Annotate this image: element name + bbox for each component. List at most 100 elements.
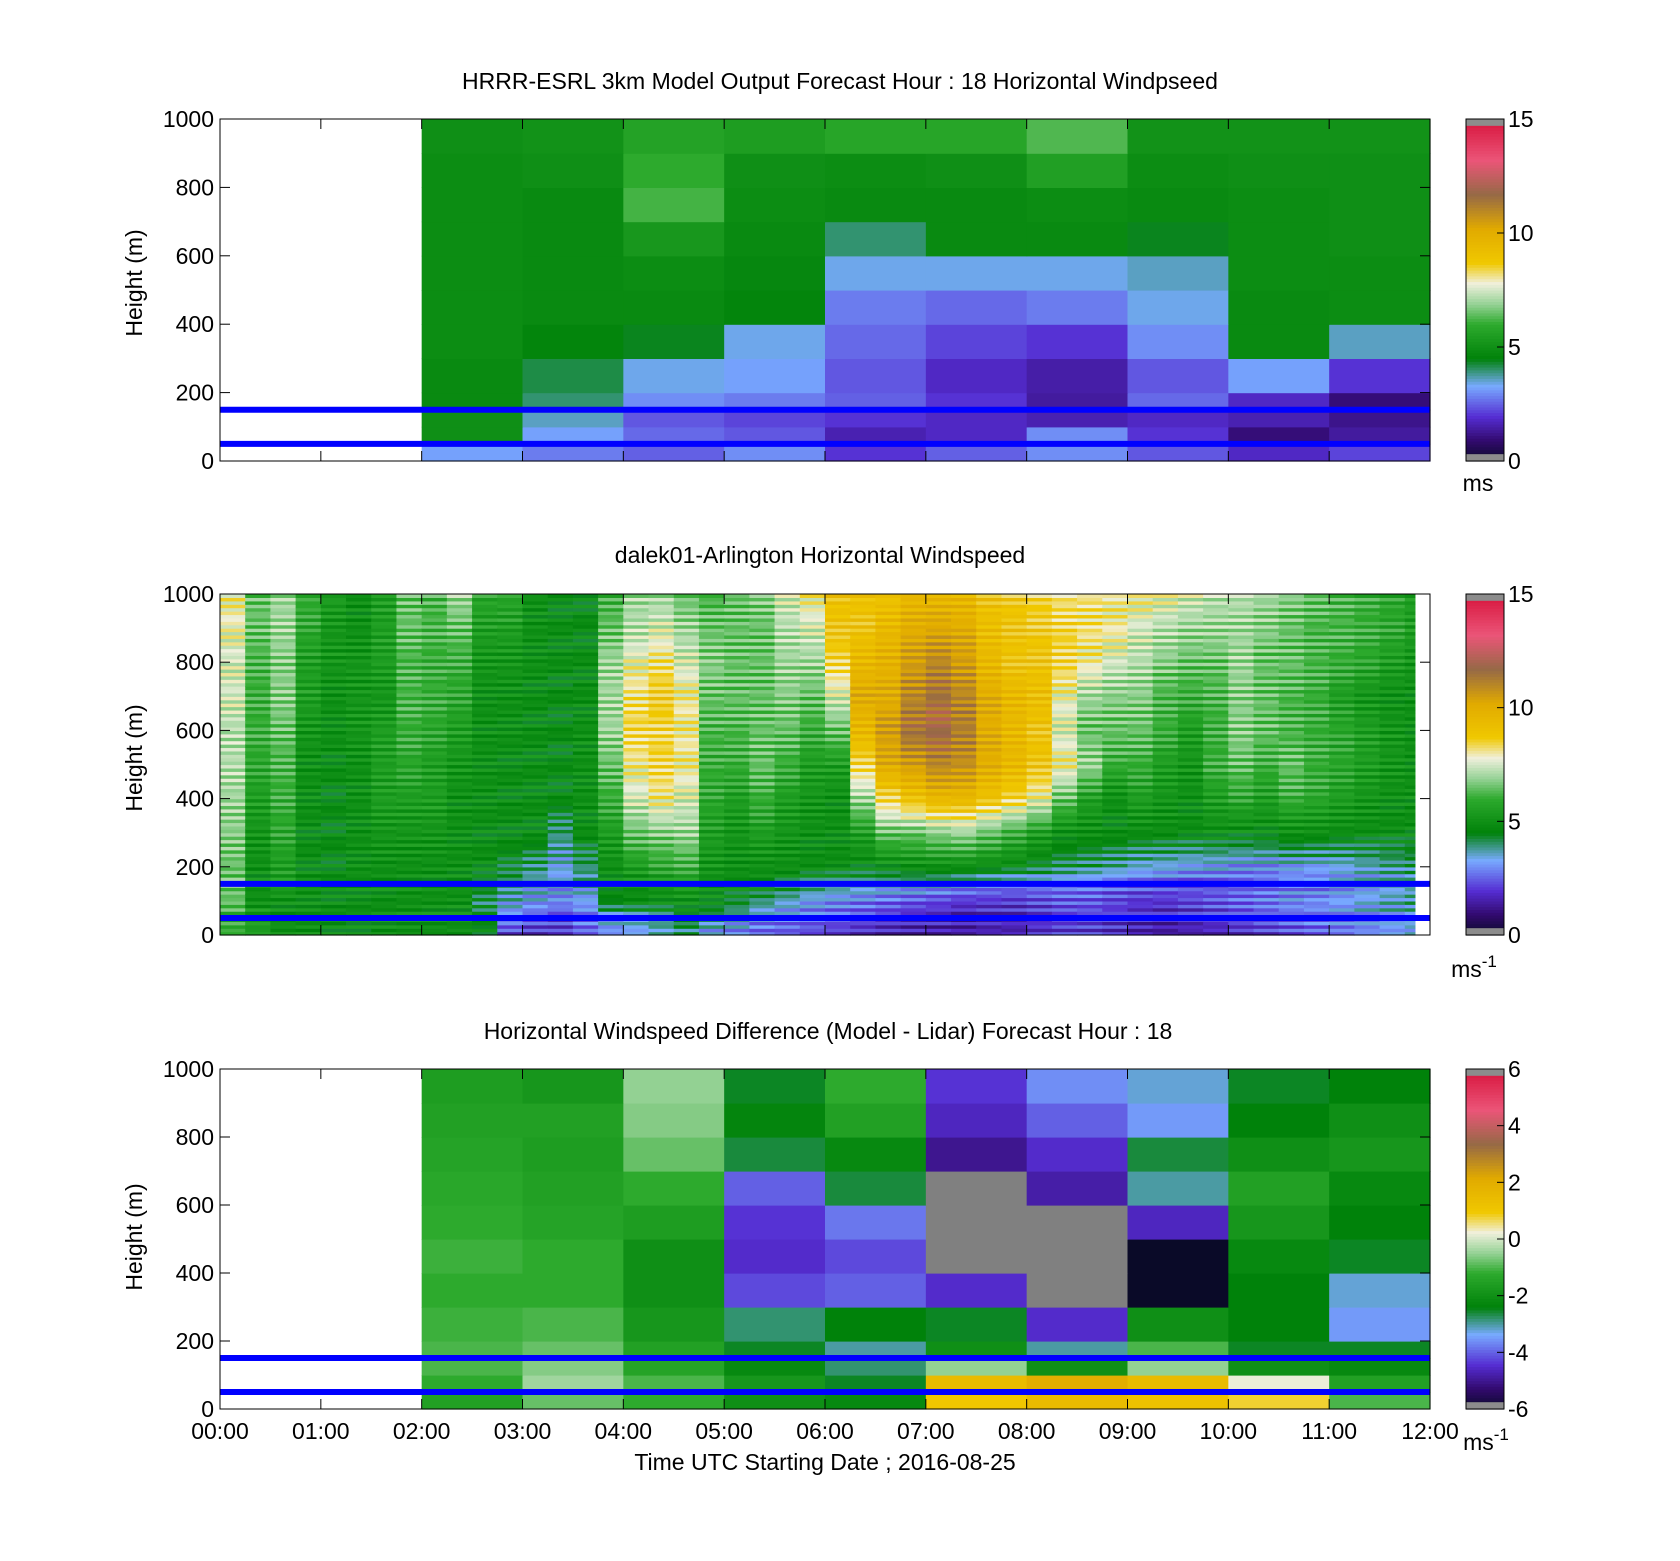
heatmap-cell [1228,324,1330,359]
heatmap-cell [698,846,725,851]
heatmap-cell [396,897,423,902]
heatmap-cell [346,726,372,731]
heatmap-cell [1177,726,1204,731]
heatmap-cell [976,849,1003,854]
heatmap-cell [648,788,675,793]
heatmap-cell [295,849,322,854]
heatmap-cell [875,675,902,680]
heatmap-cell [648,778,675,783]
heatmap-cell [346,747,372,752]
heatmap-cell [522,870,549,875]
heatmap-cell [472,808,498,813]
heatmap-cell [850,921,877,926]
heatmap-cell [295,658,322,663]
heatmap-cell [623,324,725,359]
heatmap-cell [875,703,902,708]
heatmap-cell [346,849,372,854]
heatmap-cell [371,829,398,834]
heatmap-cell [396,645,423,650]
heatmap-cell [396,655,423,660]
heatmap-cell [421,675,448,680]
heatmap-cell [270,921,297,926]
heatmap-cell [749,781,776,786]
heatmap-cell [270,866,297,871]
colorbar-swatch [1466,429,1504,434]
heatmap-cell [1329,628,1355,633]
heatmap-cell [1051,692,1078,697]
heatmap-cell [1051,825,1078,830]
heatmap-cell [698,931,725,936]
heatmap-cell [673,812,700,817]
heatmap-cell [925,686,952,691]
heatmap-cell [1329,621,1355,626]
heatmap-cell [1051,897,1078,902]
heatmap-cell [220,863,246,868]
heatmap-cell [673,767,700,772]
heatmap-cell [320,849,347,854]
heatmap-cell [1077,665,1103,670]
heatmap-cell [1228,733,1255,738]
heatmap-cell [623,617,650,622]
heatmap-cell [270,600,297,605]
heatmap-cell [1203,696,1229,701]
heatmap-cell [1228,358,1330,394]
heatmap-cell [295,921,322,926]
heatmap-cell [1329,836,1355,841]
heatmap-cell [421,706,448,711]
heatmap-cell [522,730,549,735]
heatmap-cell [623,788,650,793]
heatmap-cell [421,900,448,905]
heatmap-cell [421,744,448,749]
heatmap-cell [1228,805,1255,810]
heatmap-cell [371,617,398,622]
heatmap-cell [900,778,927,783]
heatmap-cell [1379,856,1406,861]
heatmap-cell [346,720,372,725]
heatmap-cell [673,890,700,895]
heatmap-cell [1152,672,1179,677]
heatmap-cell [446,699,473,704]
heatmap-cell [749,911,776,916]
heatmap-cell [1177,921,1204,926]
heatmap-cell [421,842,448,847]
heatmap-cell [1127,600,1154,605]
heatmap-cell [850,744,877,749]
heatmap-cell [900,805,927,810]
heatmap-cell [673,802,700,807]
heatmap-cell [1228,873,1255,878]
heatmap-cell [825,744,851,749]
heatmap-cell [623,805,650,810]
heatmap-cell [295,924,322,929]
heatmap-cell [648,594,675,599]
heatmap-cell [623,897,650,902]
heatmap-cell [850,907,877,912]
heatmap-cell [547,624,574,629]
heatmap-cell [371,894,398,899]
heatmap-cell [749,846,776,851]
heatmap-cell [850,638,877,643]
heatmap-cell [724,720,750,725]
heatmap-cell [774,819,801,824]
heatmap-cell [446,829,473,834]
heatmap-cell [951,819,977,824]
heatmap-cell [749,825,776,830]
heatmap-cell [1278,757,1305,762]
heatmap-cell [1329,733,1355,738]
heatmap-cell [1303,877,1330,882]
heatmap-cell [421,716,448,721]
heatmap-cell [396,658,423,663]
heatmap-cell [572,791,599,796]
heatmap-cell [598,795,624,800]
heatmap-cell [1177,662,1204,667]
heatmap-cell [1379,877,1406,882]
heatmap-cell [1001,686,1028,691]
heatmap-cell [1077,788,1103,793]
heatmap-cell [1228,675,1255,680]
heatmap-cell [1228,221,1330,257]
heatmap-cell [396,774,423,779]
heatmap-cell [1329,153,1431,188]
heatmap-cell [951,662,977,667]
heatmap-cell [900,604,927,609]
heatmap-cell [1152,645,1179,650]
colorbar-cap-bottom [1466,454,1504,461]
